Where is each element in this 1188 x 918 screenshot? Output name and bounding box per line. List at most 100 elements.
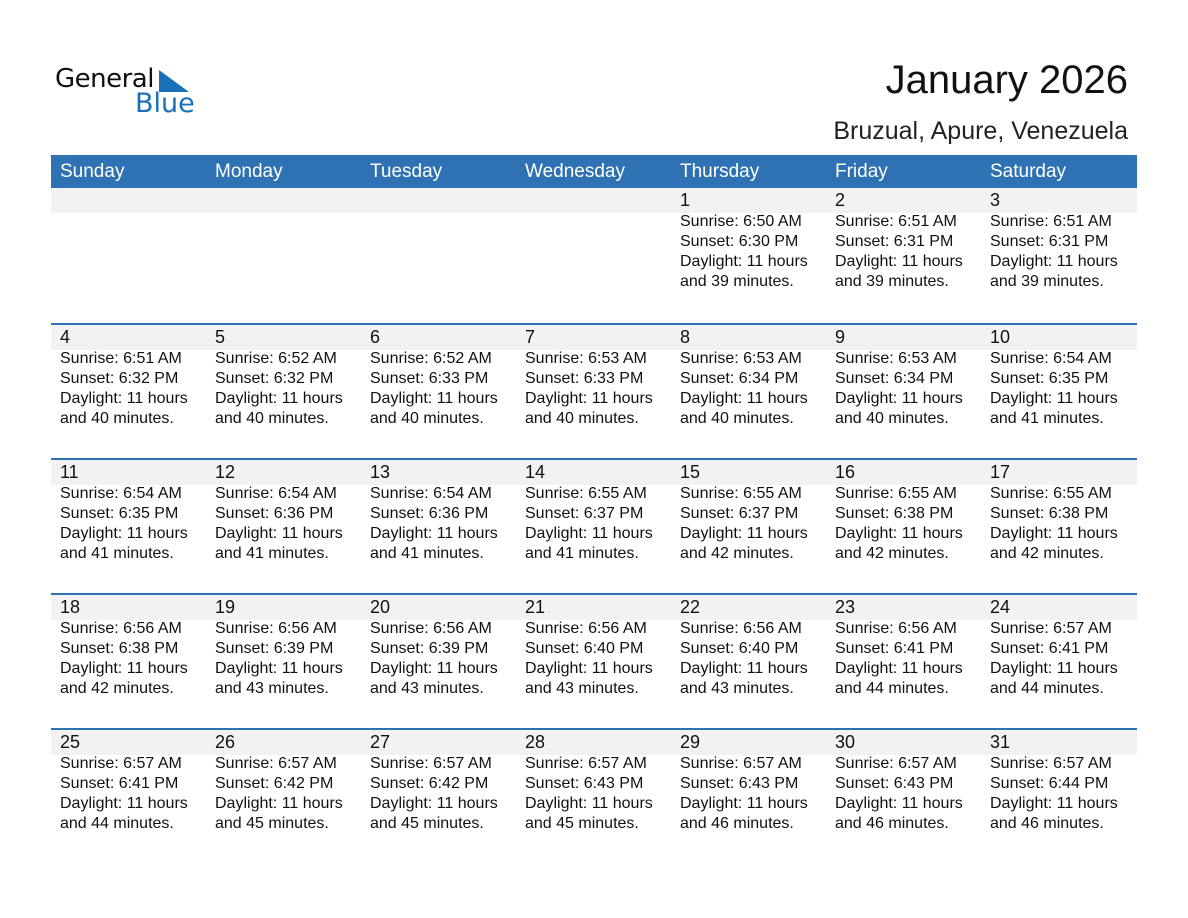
day-sunrise: Sunrise: 6:55 AM bbox=[680, 485, 802, 502]
weekday-saturday: Saturday bbox=[990, 161, 1067, 182]
day-number: 7 bbox=[525, 327, 536, 347]
day-daylight: Daylight: 11 hours bbox=[835, 525, 963, 542]
day-sunrise: Sunrise: 6:54 AM bbox=[60, 485, 182, 502]
weekday-tuesday: Tuesday bbox=[370, 161, 443, 182]
empty-day-cell bbox=[206, 188, 361, 321]
day-sunset: Sunset: 6:43 PM bbox=[680, 775, 799, 792]
day-number: 18 bbox=[60, 597, 81, 617]
day-minutes: and 43 minutes. bbox=[525, 680, 639, 697]
week-cells: 4 Sunrise: 6:51 AM Sunset: 6:32 PM Daylight… bbox=[51, 325, 1137, 458]
calendar: Sunday Monday Tuesday Wednesday Thursday Frid… bbox=[51, 155, 1137, 863]
day-number: 25 bbox=[60, 732, 81, 752]
day-daylight: Daylight: 11 hours bbox=[990, 660, 1118, 677]
day-number: 5 bbox=[215, 327, 226, 347]
day-daylight: Daylight: 11 hours bbox=[215, 390, 343, 407]
day-daylight: Daylight: 11 hours bbox=[680, 390, 808, 407]
day-minutes: and 44 minutes. bbox=[835, 680, 949, 697]
day-cell: 21 Sunrise: 6:56 AM Sunset: 6:40 PM Dayligh… bbox=[516, 595, 671, 728]
logo-text-general: General bbox=[55, 64, 154, 94]
day-sunset: Sunset: 6:38 PM bbox=[835, 505, 954, 522]
day-sunset: Sunset: 6:40 PM bbox=[680, 640, 799, 657]
day-sunrise: Sunrise: 6:55 AM bbox=[835, 485, 957, 502]
day-sunrise: Sunrise: 6:57 AM bbox=[990, 755, 1112, 772]
day-sunrise: Sunrise: 6:56 AM bbox=[680, 620, 802, 637]
day-minutes: and 40 minutes. bbox=[525, 410, 639, 427]
day-cell: 2 Sunrise: 6:51 AM Sunset: 6:31 PM Daylight… bbox=[826, 188, 981, 321]
day-cell: 6 Sunrise: 6:52 AM Sunset: 6:33 PM Daylight… bbox=[361, 325, 516, 458]
day-minutes: and 45 minutes. bbox=[370, 815, 484, 832]
day-daylight: Daylight: 11 hours bbox=[370, 390, 498, 407]
day-minutes: and 42 minutes. bbox=[835, 545, 949, 562]
day-sunrise: Sunrise: 6:57 AM bbox=[60, 755, 182, 772]
day-sunset: Sunset: 6:30 PM bbox=[680, 233, 799, 250]
day-number: 26 bbox=[215, 732, 236, 752]
day-sunset: Sunset: 6:34 PM bbox=[680, 370, 799, 387]
logo-triangle-icon bbox=[159, 70, 189, 92]
day-sunrise: Sunrise: 6:57 AM bbox=[680, 755, 802, 772]
day-cell: 1 Sunrise: 6:50 AM Sunset: 6:30 PM Daylight… bbox=[671, 188, 826, 321]
day-sunrise: Sunrise: 6:52 AM bbox=[215, 350, 337, 367]
day-minutes: and 46 minutes. bbox=[990, 815, 1104, 832]
day-number: 30 bbox=[835, 732, 856, 752]
day-sunset: Sunset: 6:31 PM bbox=[990, 233, 1109, 250]
day-daylight: Daylight: 11 hours bbox=[215, 660, 343, 677]
day-minutes: and 41 minutes. bbox=[215, 545, 329, 562]
day-number: 14 bbox=[525, 462, 546, 482]
day-minutes: and 39 minutes. bbox=[990, 273, 1104, 290]
day-minutes: and 39 minutes. bbox=[835, 273, 949, 290]
day-cell: 30 Sunrise: 6:57 AM Sunset: 6:43 PM Dayligh… bbox=[826, 730, 981, 863]
day-cell: 14 Sunrise: 6:55 AM Sunset: 6:37 PM Dayligh… bbox=[516, 460, 671, 593]
day-minutes: and 42 minutes. bbox=[60, 680, 174, 697]
week-row: 25 Sunrise: 6:57 AM Sunset: 6:41 PM Dayligh… bbox=[51, 728, 1137, 863]
day-sunrise: Sunrise: 6:50 AM bbox=[680, 213, 802, 230]
day-sunset: Sunset: 6:38 PM bbox=[990, 505, 1109, 522]
day-number: 21 bbox=[525, 597, 546, 617]
day-sunset: Sunset: 6:37 PM bbox=[525, 505, 644, 522]
day-cell: 20 Sunrise: 6:56 AM Sunset: 6:39 PM Dayligh… bbox=[361, 595, 516, 728]
day-sunset: Sunset: 6:39 PM bbox=[215, 640, 334, 657]
day-cell: 23 Sunrise: 6:56 AM Sunset: 6:41 PM Dayligh… bbox=[826, 595, 981, 728]
day-number: 27 bbox=[370, 732, 391, 752]
day-cell: 31 Sunrise: 6:57 AM Sunset: 6:44 PM Dayligh… bbox=[981, 730, 1136, 863]
weekday-wednesday: Wednesday bbox=[525, 161, 625, 182]
day-minutes: and 44 minutes. bbox=[990, 680, 1104, 697]
day-sunrise: Sunrise: 6:56 AM bbox=[215, 620, 337, 637]
day-sunset: Sunset: 6:38 PM bbox=[60, 640, 179, 657]
weekday-friday: Friday bbox=[835, 161, 888, 182]
day-sunset: Sunset: 6:36 PM bbox=[215, 505, 334, 522]
day-minutes: and 46 minutes. bbox=[680, 815, 794, 832]
day-sunset: Sunset: 6:33 PM bbox=[525, 370, 644, 387]
day-sunrise: Sunrise: 6:57 AM bbox=[525, 755, 647, 772]
day-cell: 13 Sunrise: 6:54 AM Sunset: 6:36 PM Dayligh… bbox=[361, 460, 516, 593]
day-sunrise: Sunrise: 6:57 AM bbox=[835, 755, 957, 772]
day-sunrise: Sunrise: 6:56 AM bbox=[835, 620, 957, 637]
day-minutes: and 44 minutes. bbox=[60, 815, 174, 832]
day-minutes: and 43 minutes. bbox=[370, 680, 484, 697]
day-cell: 17 Sunrise: 6:55 AM Sunset: 6:38 PM Dayligh… bbox=[981, 460, 1136, 593]
empty-day-cell bbox=[361, 188, 516, 321]
day-sunrise: Sunrise: 6:57 AM bbox=[215, 755, 337, 772]
day-daylight: Daylight: 11 hours bbox=[525, 795, 653, 812]
day-minutes: and 41 minutes. bbox=[60, 545, 174, 562]
day-number: 23 bbox=[835, 597, 856, 617]
day-number: 17 bbox=[990, 462, 1011, 482]
day-cell: 19 Sunrise: 6:56 AM Sunset: 6:39 PM Dayligh… bbox=[206, 595, 361, 728]
day-sunset: Sunset: 6:42 PM bbox=[370, 775, 489, 792]
day-cell: 16 Sunrise: 6:55 AM Sunset: 6:38 PM Dayligh… bbox=[826, 460, 981, 593]
day-daylight: Daylight: 11 hours bbox=[215, 525, 343, 542]
day-sunrise: Sunrise: 6:57 AM bbox=[370, 755, 492, 772]
logo: General Blue bbox=[55, 64, 195, 120]
day-daylight: Daylight: 11 hours bbox=[680, 253, 808, 270]
day-number: 10 bbox=[990, 327, 1011, 347]
day-minutes: and 42 minutes. bbox=[680, 545, 794, 562]
day-sunrise: Sunrise: 6:51 AM bbox=[990, 213, 1112, 230]
day-daylight: Daylight: 11 hours bbox=[370, 525, 498, 542]
day-sunrise: Sunrise: 6:54 AM bbox=[370, 485, 492, 502]
day-sunrise: Sunrise: 6:54 AM bbox=[990, 350, 1112, 367]
day-number: 3 bbox=[990, 190, 1001, 210]
day-number: 13 bbox=[370, 462, 391, 482]
day-sunset: Sunset: 6:35 PM bbox=[60, 505, 179, 522]
day-sunset: Sunset: 6:32 PM bbox=[60, 370, 179, 387]
day-minutes: and 40 minutes. bbox=[835, 410, 949, 427]
day-number: 9 bbox=[835, 327, 846, 347]
